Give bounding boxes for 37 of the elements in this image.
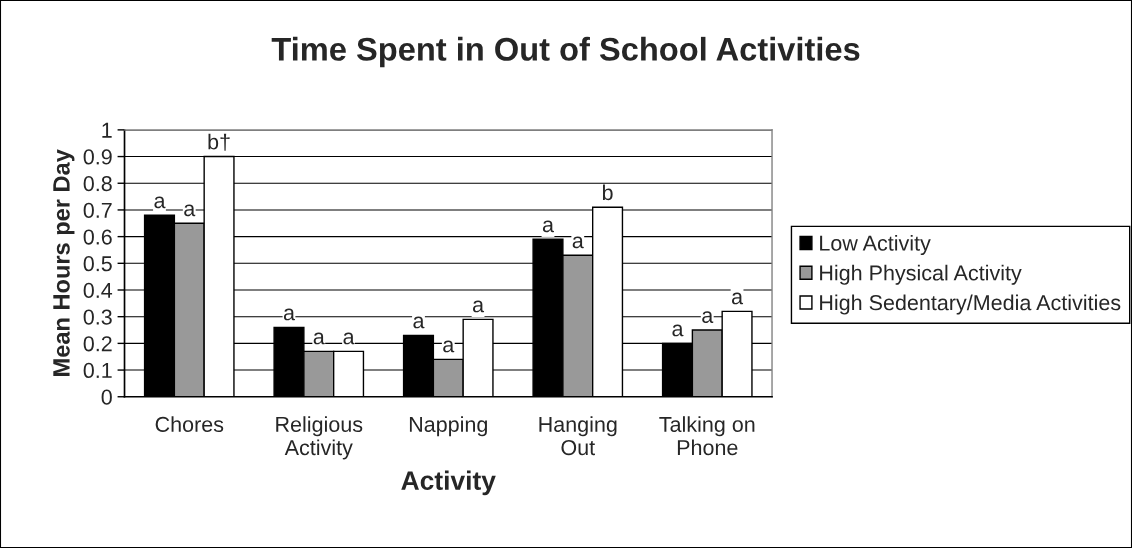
data-label: a: [472, 300, 485, 313]
y-tick-label: 0.5: [83, 256, 112, 272]
y-tick-label: 0.4: [83, 282, 113, 299]
data-label: a: [154, 196, 166, 209]
x-tick-label: Napping: [409, 416, 487, 437]
data-label: a: [443, 340, 455, 353]
y-tick-label: 0.6: [83, 229, 112, 245]
x-tick-label: Hanging Out: [539, 416, 617, 456]
data-label: a: [184, 204, 196, 217]
data-label: a: [283, 308, 295, 321]
y-tick-label: 1: [102, 122, 112, 138]
y-tick-label: 0.8: [83, 176, 112, 192]
chart-title: Time Spent in Out of School Activities: [271, 36, 860, 68]
y-tick-label: 0.9: [83, 149, 112, 165]
y-tick-label: 0: [101, 389, 112, 405]
y-axis-title: Mean Hours per Day: [53, 149, 75, 376]
data-label: a: [672, 324, 684, 337]
legend-label: High Sedentary/Media Activities: [820, 294, 1121, 315]
y-tick-label: 0.7: [83, 202, 112, 218]
x-tick-label: Chores: [155, 416, 224, 433]
data-label: a: [343, 332, 355, 345]
x-tick-label: Religious Activity: [276, 416, 363, 460]
data-label: a: [542, 220, 554, 233]
x-axis-title: Activity: [401, 470, 496, 496]
legend-label: High Physical Activity: [820, 264, 1022, 285]
data-label: a: [313, 332, 325, 345]
y-tick-label: 0.1: [83, 362, 112, 379]
y-tick-label: 0.3: [83, 309, 112, 325]
data-label: b†: [208, 133, 230, 151]
y-tick-label: 0.2: [83, 336, 112, 352]
data-label: a: [702, 311, 714, 323]
legend-label: Low Activity: [820, 235, 931, 256]
data-label: a: [413, 316, 425, 329]
data-label: a: [731, 292, 744, 305]
x-tick-label: Talking on Phone: [659, 416, 755, 456]
data-label: b: [602, 184, 613, 201]
data-label: a: [572, 236, 584, 249]
